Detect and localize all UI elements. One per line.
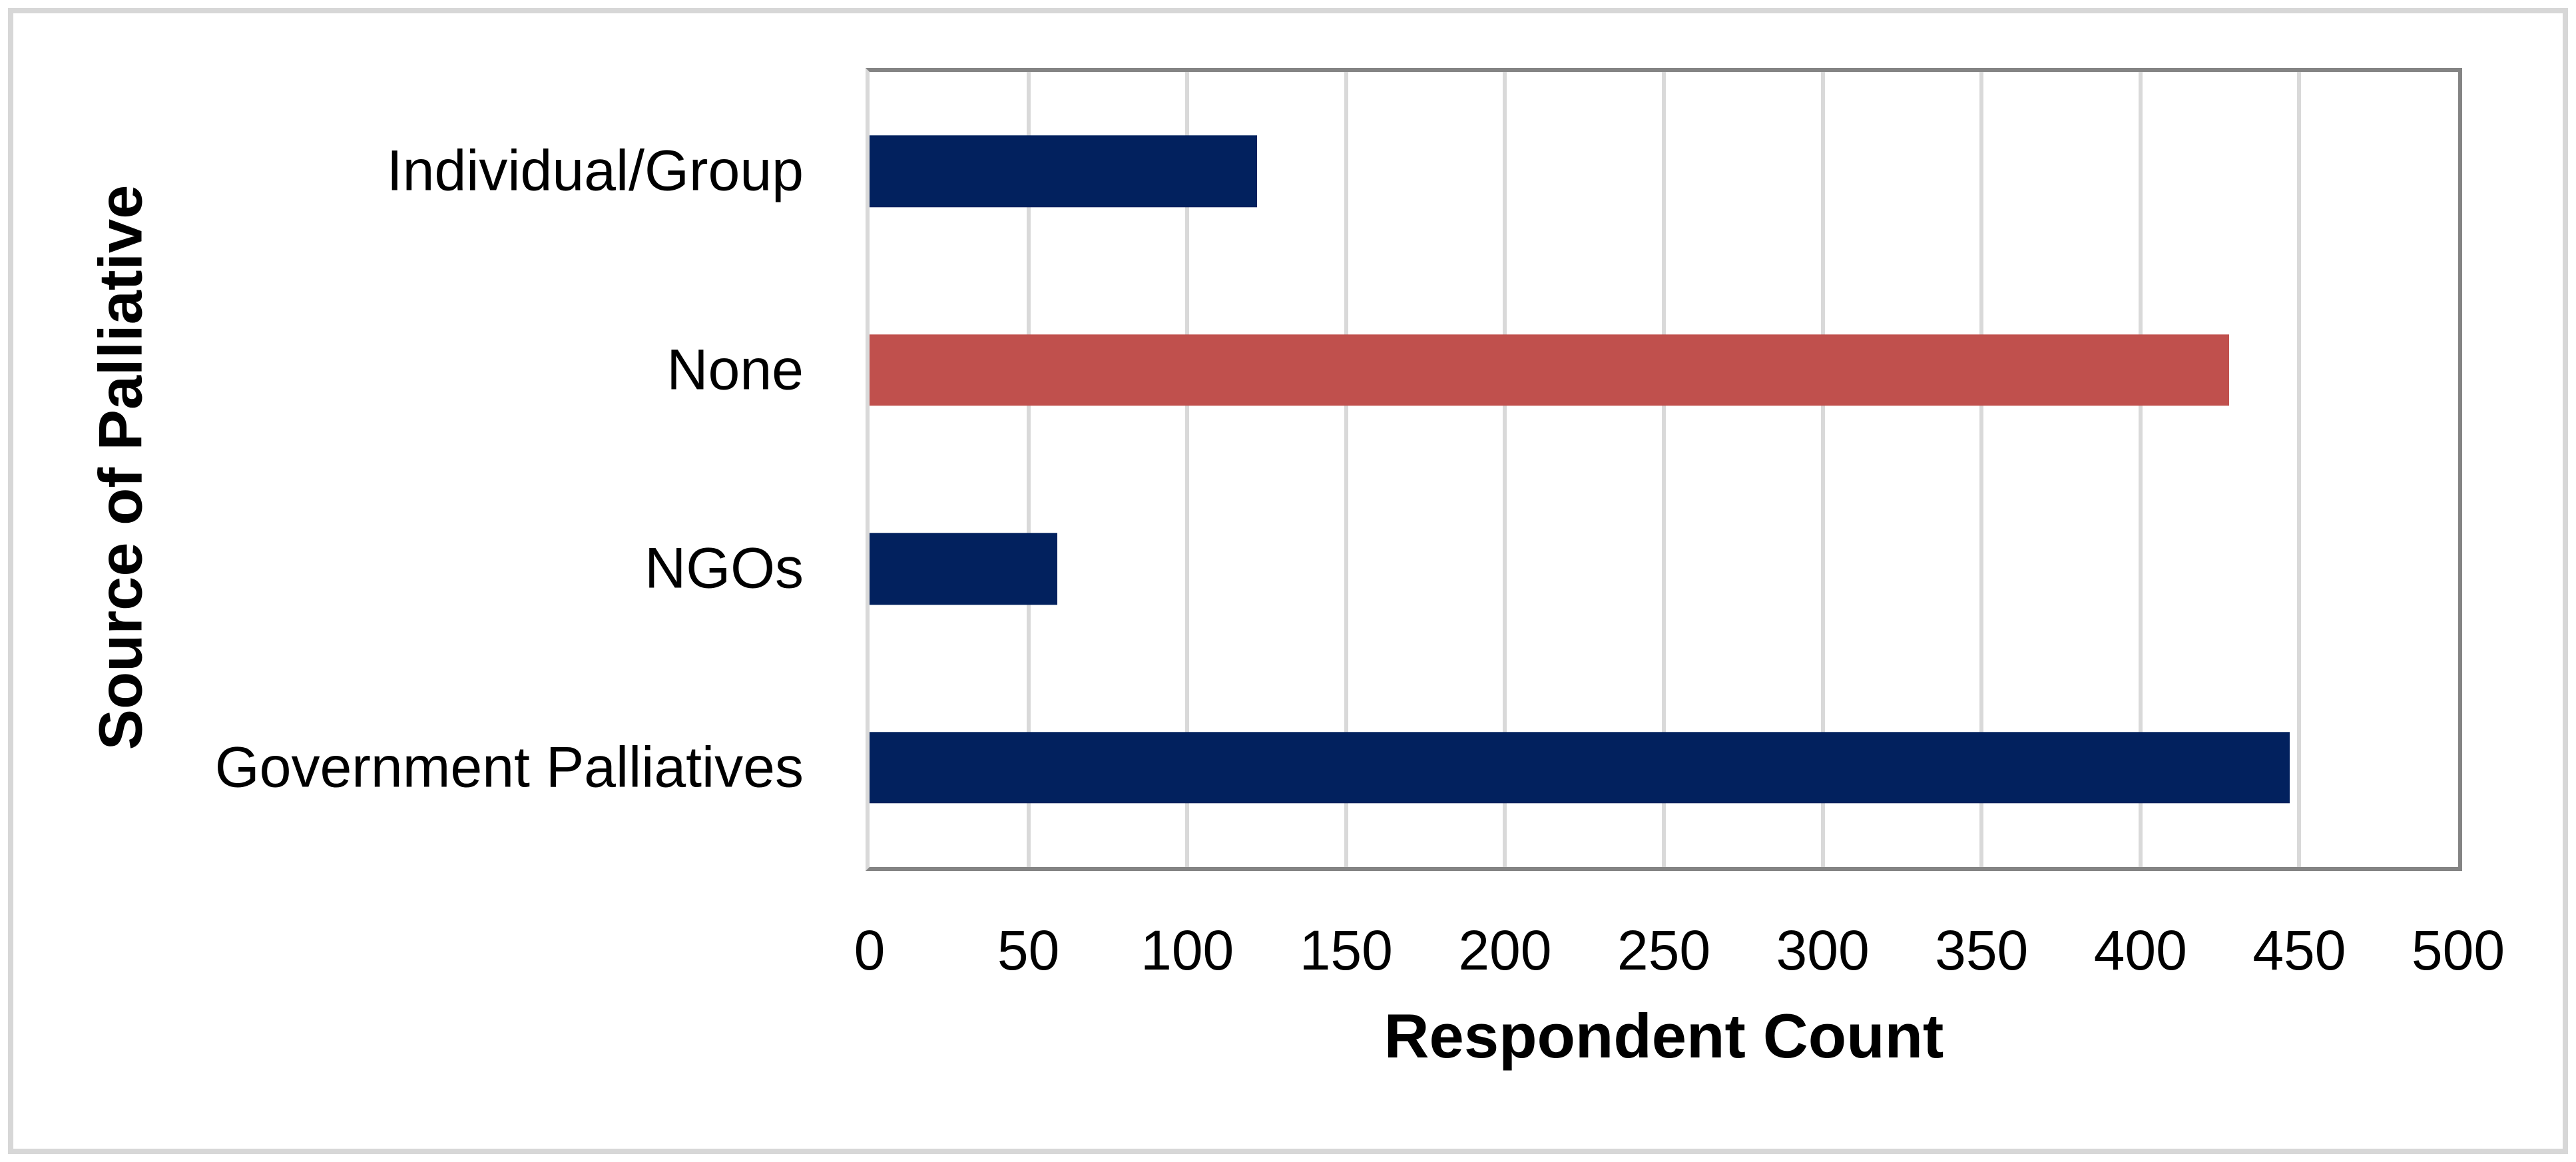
x-tick-label-250: 250 — [1617, 919, 1711, 982]
x-tick-label-500: 500 — [2411, 919, 2505, 982]
bar-individual-group — [870, 135, 1258, 207]
x-tick-label-100: 100 — [1141, 919, 1234, 982]
bar-none — [870, 334, 2230, 406]
category-label-ngos: NGOs — [644, 536, 804, 601]
x-tick-label-350: 350 — [1935, 919, 2029, 982]
category-label-none: None — [666, 338, 804, 402]
plot-area — [866, 68, 2462, 871]
bar-government-palliatives — [870, 732, 2290, 804]
x-tick-label-400: 400 — [2093, 919, 2187, 982]
gridline-250 — [1662, 72, 1666, 867]
category-label-government-palliatives: Government Palliatives — [214, 735, 804, 800]
x-tick-label-200: 200 — [1458, 919, 1552, 982]
gridline-50 — [1026, 72, 1031, 867]
gridline-450 — [2297, 72, 2302, 867]
x-axis-title: Respondent Count — [1384, 1001, 1944, 1071]
category-label-individual-group: Individual/Group — [386, 139, 804, 203]
x-tick-label-0: 0 — [854, 919, 886, 982]
x-tick-label-450: 450 — [2252, 919, 2346, 982]
gridline-350 — [1979, 72, 1984, 867]
category-axis-labels: Individual/Group None NGOs Government Palli… — [0, 72, 804, 867]
x-tick-label-300: 300 — [1776, 919, 1870, 982]
x-axis-tick-labels: 0 50 100 150 200 250 300 350 400 450 500 — [854, 914, 2505, 987]
x-tick-label-50: 50 — [997, 919, 1060, 982]
bar-ngos — [870, 533, 1057, 605]
gridline-300 — [1820, 72, 1825, 867]
gridline-400 — [2138, 72, 2143, 867]
x-tick-label-150: 150 — [1299, 919, 1393, 982]
gridline-150 — [1344, 72, 1348, 867]
gridline-100 — [1185, 72, 1190, 867]
gridline-200 — [1503, 72, 1507, 867]
